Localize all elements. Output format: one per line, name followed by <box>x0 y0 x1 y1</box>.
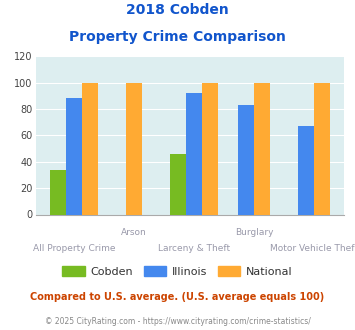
Text: Compared to U.S. average. (U.S. average equals 100): Compared to U.S. average. (U.S. average … <box>31 292 324 302</box>
Bar <box>50 170 66 214</box>
Text: Motor Vehicle Theft: Motor Vehicle Theft <box>270 244 355 253</box>
Bar <box>82 82 98 214</box>
Text: Larceny & Theft: Larceny & Theft <box>158 244 230 253</box>
Text: Property Crime Comparison: Property Crime Comparison <box>69 30 286 44</box>
Text: All Property Crime: All Property Crime <box>33 244 115 253</box>
Legend: Cobden, Illinois, National: Cobden, Illinois, National <box>58 261 297 281</box>
Text: Arson: Arson <box>121 228 147 237</box>
Bar <box>202 82 218 214</box>
Bar <box>66 98 82 214</box>
Text: 2018 Cobden: 2018 Cobden <box>126 3 229 17</box>
Bar <box>314 82 330 214</box>
Bar <box>254 82 270 214</box>
Bar <box>170 154 186 214</box>
Bar <box>238 105 254 214</box>
Bar <box>186 93 202 214</box>
Bar <box>126 82 142 214</box>
Text: Burglary: Burglary <box>235 228 273 237</box>
Text: © 2025 CityRating.com - https://www.cityrating.com/crime-statistics/: © 2025 CityRating.com - https://www.city… <box>45 317 310 326</box>
Bar <box>298 126 314 214</box>
